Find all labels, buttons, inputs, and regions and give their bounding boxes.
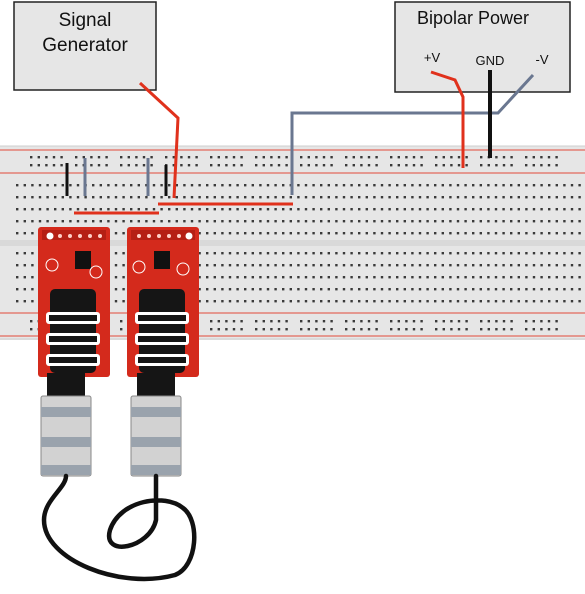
negative-terminal-label: -V <box>536 52 549 67</box>
jumper-wires <box>65 158 293 215</box>
negative-supply-wire <box>290 73 535 195</box>
instrument-wires <box>138 70 535 199</box>
ground-terminal-label: GND <box>476 53 505 68</box>
bipolar-power-box: Bipolar Power +V GND -V <box>394 1 571 93</box>
positive-supply-wire <box>430 70 465 168</box>
signal-generator-box: Signal Generator <box>13 1 157 91</box>
audio-jack-breakout-icon <box>38 227 110 377</box>
signal-generator-label-line1: Signal <box>59 10 112 31</box>
positive-terminal-label: +V <box>424 50 441 65</box>
bipolar-power-title: Bipolar Power <box>417 8 529 28</box>
signal-generator-wire <box>138 81 180 199</box>
cable-loop <box>41 473 197 582</box>
trrs-cable-icon <box>40 373 197 582</box>
audio-jack-breakout-icon-2 <box>127 227 199 377</box>
signal-generator-label-line2: Generator <box>42 35 128 56</box>
